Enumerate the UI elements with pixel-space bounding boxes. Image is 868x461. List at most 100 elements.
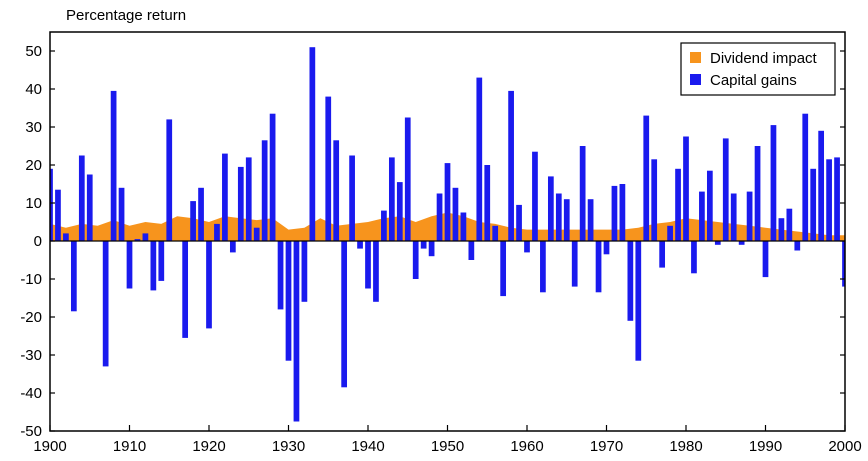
- bar-1920: [206, 241, 212, 329]
- bar-1922: [222, 153, 228, 241]
- bar-1997: [818, 130, 825, 241]
- x-tick-label: 1940: [351, 438, 384, 455]
- bar-1918: [190, 201, 196, 241]
- bar-1961: [532, 151, 538, 241]
- x-axis: 1900 1910 1920 1930 1940 1950 1960 1970 1980 1990…: [33, 425, 862, 455]
- bar-1932: [301, 241, 308, 302]
- bar-1917: [182, 241, 189, 338]
- bar-1959: [516, 204, 522, 241]
- bar-1950: [444, 163, 451, 241]
- bar-1929: [277, 241, 284, 310]
- bar-1955: [484, 165, 491, 241]
- x-tick-label: 1980: [669, 438, 702, 455]
- bar-1949: [436, 193, 443, 241]
- bar-1940: [365, 241, 371, 289]
- bar-1994: [794, 241, 801, 251]
- y-tick-label: -40: [20, 385, 42, 402]
- bar-1910: [126, 241, 133, 289]
- bar-1905: [86, 174, 93, 241]
- bar-1948: [428, 241, 435, 257]
- bar-1930: [285, 241, 292, 361]
- bar-1902: [63, 233, 69, 241]
- bar-1976: [651, 159, 658, 241]
- bar-1992: [778, 218, 785, 241]
- bar-1971: [611, 185, 618, 241]
- bar-1960: [524, 241, 530, 253]
- bar-1919: [198, 187, 204, 241]
- y-tick-label: 40: [25, 81, 42, 98]
- bar-1915: [166, 119, 173, 241]
- bar-1987: [738, 241, 745, 245]
- bar-1979: [675, 168, 681, 241]
- bar-1999: [834, 157, 840, 241]
- x-tick-label: 2000: [828, 438, 861, 455]
- bar-1907: [102, 241, 109, 367]
- bar-1956: [492, 225, 499, 241]
- bar-1957: [500, 241, 507, 297]
- y-tick-label: -30: [20, 347, 42, 364]
- legend-box: [680, 42, 836, 96]
- bar-1962: [540, 241, 546, 293]
- y-tick-label: -50: [20, 423, 42, 440]
- bar-1991: [770, 125, 777, 241]
- bar-1983: [706, 170, 713, 241]
- x-tick-label: 1990: [749, 438, 782, 455]
- bar-1973: [627, 241, 634, 321]
- x-tick-label: 1960: [510, 438, 543, 455]
- x-tick-label: 1930: [272, 438, 305, 455]
- bar-1969: [595, 241, 602, 293]
- bar-1942: [381, 210, 387, 241]
- bar-1998: [826, 159, 832, 241]
- bar-1944: [396, 182, 403, 241]
- y-tick-label: 20: [25, 157, 42, 174]
- bar-1977: [659, 241, 666, 268]
- bar-1980: [683, 136, 689, 241]
- bar-1975: [643, 115, 650, 241]
- bar-1966: [571, 241, 578, 287]
- bar-1941: [373, 241, 379, 302]
- y-axis-label: Percentage return: [66, 7, 186, 24]
- bar-1986: [730, 193, 737, 241]
- y-tick-label: 50: [25, 43, 42, 60]
- bar-1967: [579, 146, 586, 241]
- bar-1985: [722, 138, 729, 241]
- bar-1909: [118, 187, 125, 241]
- bar-1951: [452, 187, 459, 241]
- bar-1908: [110, 90, 117, 242]
- bar-1939: [357, 241, 363, 249]
- bar-1970: [603, 241, 610, 255]
- bar-1989: [754, 146, 761, 241]
- x-tick-label: 1970: [590, 438, 623, 455]
- legend-swatch-dividend: [690, 52, 701, 63]
- x-tick-label: 1900: [33, 438, 66, 455]
- y-axis: -50 -40 -30 -20 -10 0 10 20 30 40 50: [20, 43, 845, 440]
- bar-1952: [460, 212, 467, 241]
- bar-1968: [587, 199, 594, 241]
- bar-1974: [635, 241, 642, 361]
- bar-1972: [619, 184, 626, 241]
- bar-1912: [142, 233, 149, 241]
- y-tick-label: 0: [34, 233, 42, 250]
- bar-1965: [563, 199, 570, 241]
- bar-2000: [842, 241, 845, 287]
- plot-area: [49, 31, 846, 432]
- bar-1936: [333, 140, 340, 241]
- bar-1954: [476, 77, 483, 241]
- bar-1947: [420, 241, 427, 249]
- x-tick-label: 1910: [113, 438, 146, 455]
- bar-1921: [214, 223, 220, 241]
- bar-1937: [341, 241, 348, 388]
- x-tick-label: 1950: [431, 438, 464, 455]
- x-tick-label: 1920: [192, 438, 225, 455]
- bar-1964: [555, 193, 562, 241]
- bar-1945: [404, 117, 411, 241]
- bar-1953: [468, 241, 475, 260]
- bar-1925: [245, 157, 252, 241]
- bar-1914: [158, 241, 165, 281]
- bar-1996: [810, 168, 817, 241]
- bar-1901: [55, 189, 61, 241]
- legend-label-dividend: Dividend impact: [710, 50, 818, 67]
- y-tick-label: 10: [25, 195, 42, 212]
